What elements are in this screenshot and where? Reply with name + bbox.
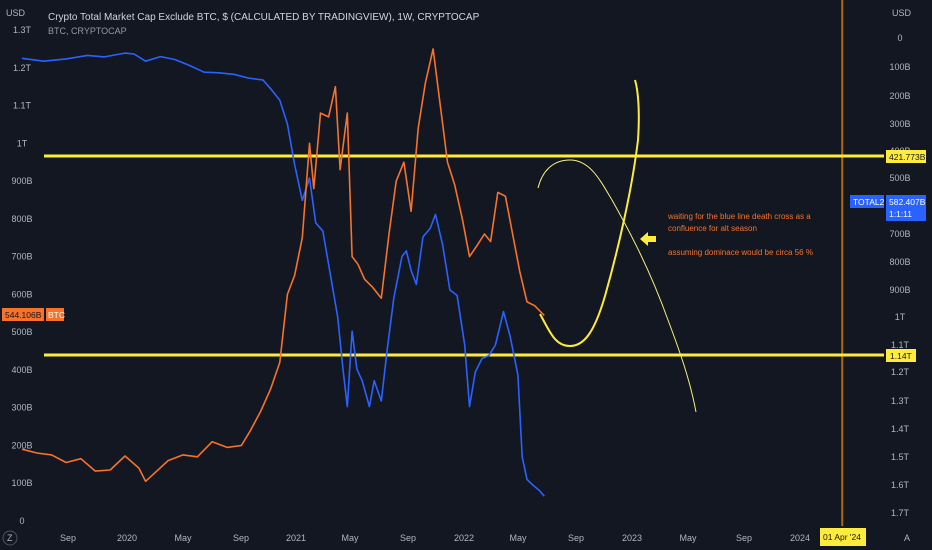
- left-tick-label: 100B: [11, 478, 32, 488]
- hline-label-1: 1.14T: [886, 349, 916, 362]
- left-tick-label: 700B: [11, 252, 32, 262]
- svg-text:BTC: BTC: [48, 310, 65, 320]
- series-layer: [21, 48, 545, 497]
- x-tick-label: 2022: [454, 533, 474, 543]
- left-tick-label: 1.3T: [13, 25, 32, 35]
- x-tick-label: May: [341, 533, 359, 543]
- x-tick-label: May: [679, 533, 697, 543]
- left-axis: 1.3T 1.2T 1.1T 1T 900B 800B 700B 600B 500B 400B 30…: [11, 25, 32, 526]
- left-tick-label: 400B: [11, 365, 32, 375]
- right-tick-label: 1.1T: [891, 340, 910, 350]
- x-tick-label: Sep: [60, 533, 76, 543]
- right-tick-label: 1.3T: [891, 396, 910, 406]
- chart-title: Crypto Total Market Cap Exclude BTC, $ (…: [48, 12, 480, 23]
- btc-price-badge: 544.106B: [2, 308, 44, 321]
- svg-text:544.106B: 544.106B: [5, 310, 42, 320]
- right-tick-label: 1.5T: [891, 452, 910, 462]
- x-tick-label: Sep: [233, 533, 249, 543]
- x-tick-label: May: [509, 533, 527, 543]
- left-tick-label: 600B: [11, 289, 32, 299]
- right-tick-label: 0: [897, 33, 902, 43]
- right-tick-label: 1T: [895, 312, 906, 322]
- btc-name-badge: BTC: [46, 308, 65, 321]
- auto-scale-button[interactable]: A: [904, 533, 910, 543]
- projection-curve-btc: [537, 159, 697, 413]
- x-tick-label: Sep: [568, 533, 584, 543]
- annotation-line-1: waiting for the blue line death cross as…: [667, 212, 811, 221]
- x-tick-label: 2023: [622, 533, 642, 543]
- left-tick-label: 800B: [11, 214, 32, 224]
- series-line-total2[interactable]: [21, 52, 545, 497]
- left-tick-label: 300B: [11, 403, 32, 413]
- right-tick-label: 1.2T: [891, 367, 910, 377]
- x-tick-label: May: [174, 533, 192, 543]
- left-tick-label: 0: [19, 516, 24, 526]
- annotation-line-2: confluence for alt season: [668, 224, 757, 233]
- hline-label-0: 421.773B: [886, 150, 926, 163]
- right-tick-label: 900B: [889, 285, 910, 295]
- left-tick-label: 500B: [11, 327, 32, 337]
- left-axis-unit: USD: [6, 8, 26, 18]
- right-tick-label: 1.7T: [891, 508, 910, 518]
- left-tick-label: 900B: [11, 176, 32, 186]
- annotation-line-3: assuming dominace would be circa 56 %: [668, 248, 813, 257]
- x-axis: Sep 2020 May Sep 2021 May Sep 2022 May Sep 2023 May…: [60, 533, 810, 543]
- right-tick-label: 800B: [889, 257, 910, 267]
- zoom-toggle-button[interactable]: [2, 530, 18, 546]
- svg-text:TOTAL2: TOTAL2: [853, 197, 885, 207]
- left-tick-label: 1.2T: [13, 63, 32, 73]
- total2-name-badge: TOTAL2: [850, 195, 885, 208]
- x-tick-label: 2024: [790, 533, 810, 543]
- right-axis-unit: USD: [892, 8, 912, 18]
- x-tick-label: 2021: [286, 533, 306, 543]
- x-tick-label: 2020: [117, 533, 137, 543]
- right-tick-label: 1.6T: [891, 480, 910, 490]
- svg-text:1:1:11: 1:1:11: [889, 209, 912, 219]
- date-marker-badge: 01 Apr '24: [820, 528, 866, 546]
- chart-subtitle: BTC, CRYPTOCAP: [48, 26, 127, 36]
- projection-curve-blue: [539, 79, 640, 348]
- x-tick-label: Sep: [400, 533, 416, 543]
- total2-price-badge: 582.407B 1:1:11: [886, 195, 926, 221]
- left-tick-label: 1T: [17, 138, 28, 148]
- svg-text:421.773B: 421.773B: [889, 152, 926, 162]
- right-tick-label: 300B: [889, 119, 910, 129]
- right-tick-label: 500B: [889, 173, 910, 183]
- zoom-toggle-label: Z: [7, 533, 13, 543]
- right-tick-label: 100B: [889, 62, 910, 72]
- left-tick-label: 200B: [11, 440, 32, 450]
- left-tick-label: 1.1T: [13, 101, 32, 111]
- right-tick-label: 1.4T: [891, 424, 910, 434]
- right-tick-label: 200B: [889, 91, 910, 101]
- x-tick-label: Sep: [736, 533, 752, 543]
- svg-text:582.407B: 582.407B: [889, 197, 926, 207]
- right-tick-label: 700B: [889, 229, 910, 239]
- left-arrow-icon: [640, 232, 656, 246]
- svg-text:01 Apr '24: 01 Apr '24: [823, 532, 861, 542]
- series-line-btc[interactable]: [21, 48, 545, 483]
- svg-text:1.14T: 1.14T: [890, 351, 912, 361]
